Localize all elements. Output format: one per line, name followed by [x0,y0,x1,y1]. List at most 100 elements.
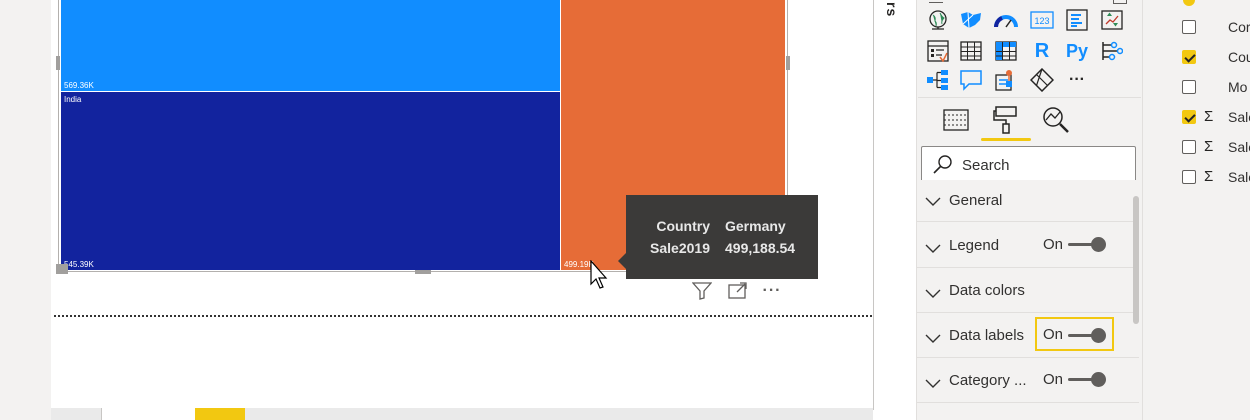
multi-row-card-icon[interactable] [1063,7,1091,33]
field-checkbox[interactable] [1182,50,1196,64]
visualization-icon-grid: 123 R Py [918,0,1138,96]
search-icon [932,154,954,181]
fields-tab-icon[interactable] [939,103,973,137]
treemap-tile-1[interactable]: 569.36K [61,0,560,91]
section-category-label: Category ... [949,372,1027,389]
chevron-down-icon [925,241,941,259]
section-data-labels-label: Data labels [949,327,1025,344]
search-box[interactable] [921,146,1136,182]
field-label: Cou [1228,49,1250,65]
format-tab-indicator [981,138,1031,141]
slicer-icon[interactable] [924,38,952,64]
globe-map-icon[interactable] [924,7,952,33]
toggle-knob [1091,372,1106,387]
sigma-icon: Σ [1204,168,1214,185]
section-category[interactable]: Category ... On [917,358,1139,403]
matrix-icon[interactable] [992,38,1020,64]
tooltip-arrow [618,253,626,269]
field-checkbox[interactable] [1182,110,1196,124]
r-visual-label: R [1034,39,1050,62]
field-item[interactable]: Cor [1182,18,1250,38]
section-data-colors[interactable]: Data colors [917,268,1139,313]
pane-divider [918,97,1141,98]
data-labels-toggle-label: On [1043,326,1064,343]
field-item[interactable]: Σ Sale [1182,108,1250,128]
section-general-label: General [949,192,1003,209]
python-visual-icon[interactable]: Py [1063,38,1091,64]
field-item[interactable]: Σ Sale [1182,138,1250,158]
filter-icon[interactable] [690,280,714,302]
qa-icon[interactable] [957,67,985,93]
visual-icon-row-partial [925,0,1135,4]
focus-mode-icon[interactable] [726,280,750,302]
decomposition-tree-icon[interactable] [924,67,952,93]
toggle-track [1068,243,1102,246]
field-label: Cor [1228,19,1250,35]
field-item[interactable]: Cou [1182,48,1250,68]
sigma-icon: Σ [1204,108,1214,125]
field-checkbox[interactable] [1182,170,1196,184]
section-general[interactable]: General [917,180,1139,222]
visual-separator [54,315,872,317]
page-tab-active[interactable] [195,408,245,420]
field-checkbox[interactable] [1182,20,1196,34]
card-icon[interactable]: 123 [1028,7,1056,33]
python-visual-label: Py [1065,40,1089,61]
format-tab-icon[interactable] [989,103,1023,137]
legend-toggle-label: On [1043,236,1064,253]
filters-pane-label[interactable]: rs [884,2,900,18]
toggle-knob [1091,237,1106,252]
kpi-icon[interactable] [1098,7,1126,33]
more-visuals-label: ··· [1069,71,1085,88]
page-tabs-bar [51,408,873,420]
filters-pane-collapsed[interactable] [874,0,916,420]
left-nav-strip [0,0,51,420]
chevron-down-icon [925,194,941,212]
chevron-down-icon [925,331,941,349]
field-label: Mo [1228,79,1248,95]
analytics-tab-icon[interactable] [1039,103,1073,137]
smart-narrative-icon[interactable] [992,67,1020,93]
field-label: Sale [1228,169,1250,185]
treemap-tile-germany-value: 499.19K [564,260,594,269]
field-checkbox[interactable] [1182,80,1196,94]
legend-toggle[interactable]: On [1035,229,1115,261]
resize-handle-left[interactable] [56,56,60,70]
tooltip-value-sale: 499,188.54 [725,240,796,256]
category-toggle[interactable]: On [1035,364,1115,396]
treemap-tile-1-value: 569.36K [64,81,94,90]
page-tab[interactable] [101,408,195,420]
chevron-down-icon [925,376,941,394]
data-labels-toggle[interactable]: On [1035,317,1114,351]
section-data-labels[interactable]: Data labels On [917,313,1139,358]
search-input[interactable] [962,155,1122,175]
resize-handle-corner-bl[interactable] [56,264,68,274]
r-visual-icon[interactable]: R [1028,38,1056,64]
tooltip-key-sale: Sale2019 [650,240,710,256]
treemap-tile-india[interactable]: India 545.39K [61,92,560,270]
more-visuals-icon[interactable]: ··· [1063,67,1091,93]
key-influencers-icon[interactable] [1098,38,1126,64]
resize-handle-right[interactable] [786,56,790,70]
resize-handle-bottom[interactable] [415,270,431,274]
section-data-colors-label: Data colors [949,282,1025,299]
tooltip: Country Germany Sale2019 499,188.54 [626,195,818,279]
section-legend-label: Legend [949,237,1000,254]
paginated-report-icon[interactable] [1028,67,1056,93]
table-icon[interactable] [957,38,985,64]
format-pane-scrollbar[interactable] [1133,196,1139,324]
gauge-icon[interactable] [992,7,1020,33]
field-item[interactable]: Mo [1182,78,1250,98]
filled-map-icon[interactable] [957,7,985,33]
more-options-icon[interactable]: ··· [762,282,782,299]
fields-pane [1142,0,1250,420]
mouse-cursor-icon [590,259,610,295]
section-legend[interactable]: Legend On [917,223,1139,268]
tooltip-value-country: Germany [725,218,786,234]
sigma-icon: Σ [1204,138,1214,155]
field-item[interactable]: Σ Sale [1182,168,1250,188]
field-label: Sale [1228,139,1250,155]
field-checkbox[interactable] [1182,140,1196,154]
toggle-track [1068,334,1102,337]
